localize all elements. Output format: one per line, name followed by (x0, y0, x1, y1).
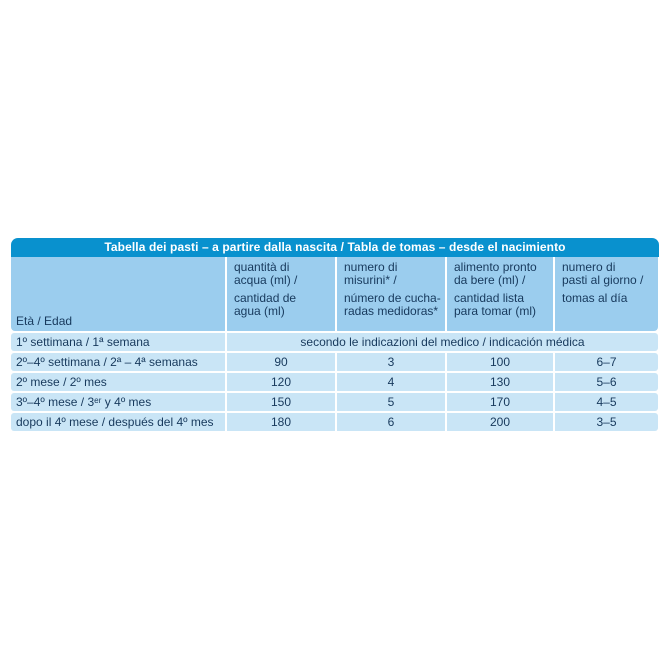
water-ml-cell: 180 (227, 413, 335, 431)
water-ml-cell: 90 (227, 353, 335, 371)
ready-food-header-italian: alimento pronto da bere (ml) / (454, 260, 537, 287)
table-row-after-month4: dopo il 4º mese / después del 4º mes 180… (11, 413, 659, 431)
meals-per-day-cell: 5–6 (555, 373, 658, 391)
meals-per-day-cell: 4–5 (555, 393, 658, 411)
ready-ml-cell: 130 (447, 373, 553, 391)
age-cell: 2º mese / 2º mes (11, 373, 225, 391)
age-cell: 1º settimana / 1ª semana (11, 333, 225, 351)
water-header-spanish: cantidad de agua (ml) (234, 291, 297, 318)
table-row-month2: 2º mese / 2º mes 120 4 130 5–6 (11, 373, 659, 391)
column-header-scoops: numero di misurini* / número de cucha- r… (337, 257, 445, 331)
water-header-italian: quantità di acqua (ml) / (234, 260, 298, 287)
age-cell: 3º–4º mese / 3ᵉʳ y 4º mes (11, 393, 225, 411)
meals-per-day-cell: 3–5 (555, 413, 658, 431)
table-header-row: Età / Edad quantità di acqua (ml) / cant… (11, 257, 659, 331)
table-row-week1: 1º settimana / 1ª semana secondo le indi… (11, 333, 659, 351)
scoops-cell: 3 (337, 353, 445, 371)
column-header-age: Età / Edad (11, 257, 225, 331)
meals-header-spanish: tomas al día (562, 291, 628, 305)
medical-note-cell: secondo le indicazioni del medico / indi… (227, 333, 658, 351)
feeding-table: Tabella dei pasti – a partire dalla nasc… (11, 238, 659, 431)
scoops-header-italian: numero di misurini* / (344, 260, 398, 287)
age-header-label: Età / Edad (16, 314, 73, 328)
meals-header-italian: numero di pasti al giorno / (562, 260, 644, 287)
column-header-water-quantity: quantità di acqua (ml) / cantidad de agu… (227, 257, 335, 331)
age-cell: dopo il 4º mese / después del 4º mes (11, 413, 225, 431)
water-ml-cell: 120 (227, 373, 335, 391)
column-header-ready-food: alimento pronto da bere (ml) / cantidad … (447, 257, 553, 331)
ready-ml-cell: 200 (447, 413, 553, 431)
ready-food-header-spanish: cantidad lista para tomar (ml) (454, 291, 537, 318)
age-cell: 2º–4º settimana / 2ª – 4ª semanas (11, 353, 225, 371)
table-row-months3-4: 3º–4º mese / 3ᵉʳ y 4º mes 150 5 170 4–5 (11, 393, 659, 411)
ready-ml-cell: 170 (447, 393, 553, 411)
scoops-cell: 6 (337, 413, 445, 431)
meals-per-day-cell: 6–7 (555, 353, 658, 371)
scoops-cell: 4 (337, 373, 445, 391)
table-title: Tabella dei pasti – a partire dalla nasc… (104, 240, 566, 254)
column-header-meals-per-day: numero di pasti al giorno / tomas al día (555, 257, 658, 331)
scoops-cell: 5 (337, 393, 445, 411)
table-row-weeks2-4: 2º–4º settimana / 2ª – 4ª semanas 90 3 1… (11, 353, 659, 371)
table-title-bar: Tabella dei pasti – a partire dalla nasc… (11, 238, 659, 257)
ready-ml-cell: 100 (447, 353, 553, 371)
water-ml-cell: 150 (227, 393, 335, 411)
scoops-header-spanish: número de cucha- radas medidoras* (344, 291, 441, 318)
